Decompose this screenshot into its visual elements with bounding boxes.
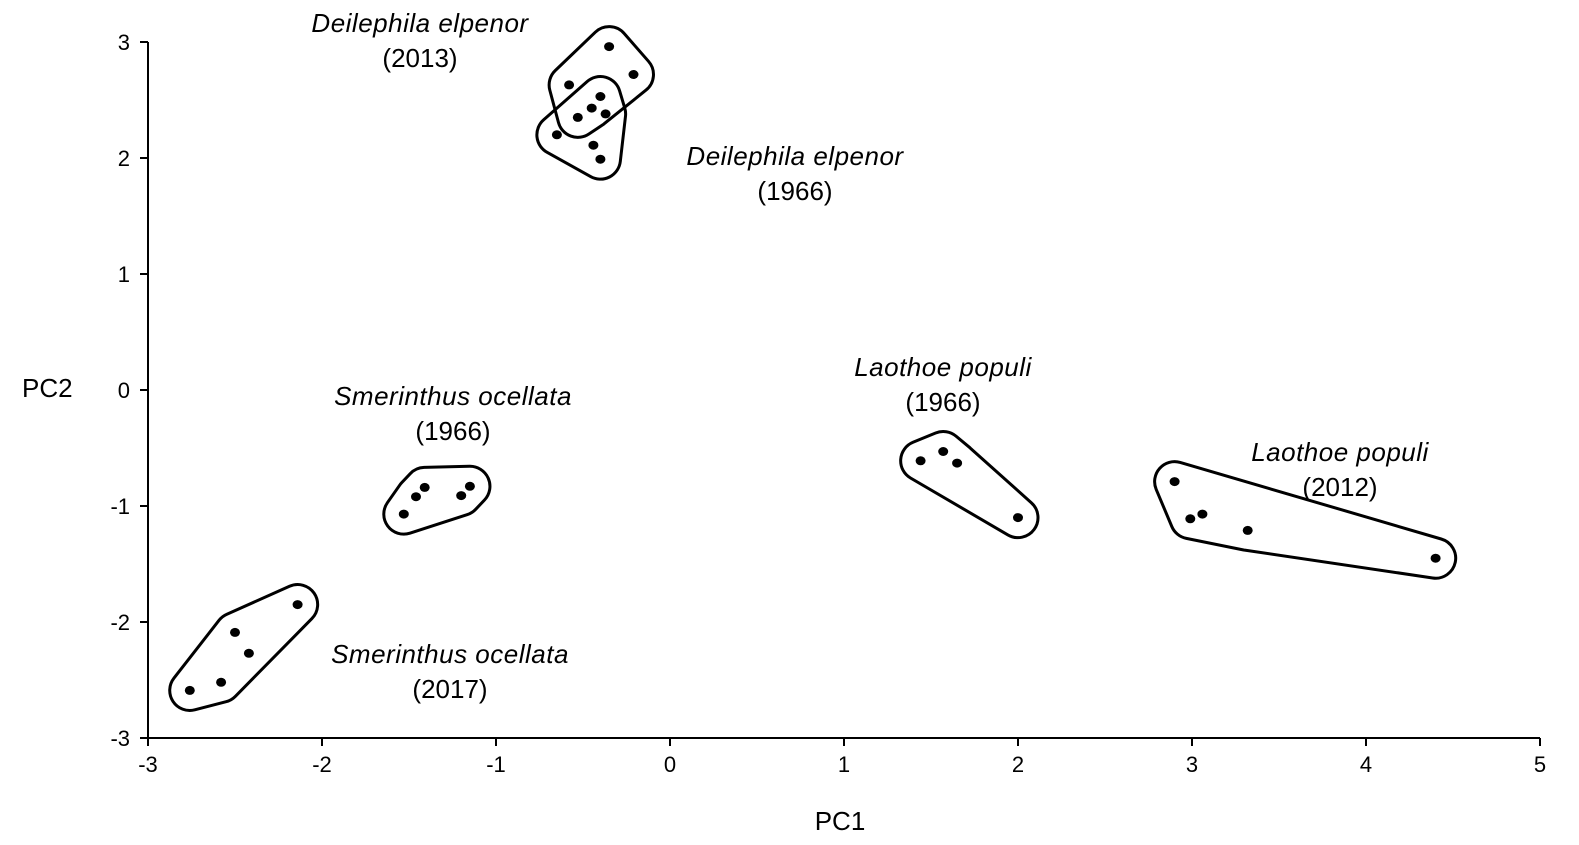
group-species-label: Smerinthus ocellata [331,639,569,669]
data-point [952,458,963,468]
group-hulls [168,25,1458,712]
x-tick-label: 5 [1534,752,1546,777]
x-tick-label: 4 [1360,752,1372,777]
data-point [292,600,303,610]
data-point [216,677,227,687]
data-point [1197,509,1208,519]
data-point [1169,477,1180,487]
group-year-label: (1966) [905,387,980,417]
group-year-label: (2013) [382,43,457,73]
group-species-label: Deilephila elpenor [311,8,529,38]
data-point [1242,525,1253,535]
group-labels: Deilephila elpenor (2013) Deilephila elpen… [311,8,1429,704]
data-point [572,112,583,122]
y-tick-label: 0 [118,378,130,403]
y-tick-label: 2 [118,146,130,171]
data-point [604,42,615,52]
group-hull [1153,460,1458,580]
data-point [243,648,254,658]
group-year-label: (1966) [415,416,490,446]
y-tick-label: -2 [110,610,130,635]
y-tick-label: 1 [118,262,130,287]
y-tick-label: 3 [118,30,130,55]
y-tick-label: -3 [110,726,130,751]
data-point [595,92,606,101]
group-species-label: Laothoe populi [854,352,1032,382]
x-tick-label: 2 [1012,752,1024,777]
data-point [230,627,240,637]
group-hull [535,75,628,181]
x-tick-label: 1 [838,752,850,777]
data-point [551,130,562,140]
data-point [184,685,195,695]
data-points [184,42,1441,695]
data-point [595,154,606,164]
x-axis-title: PC1 [815,806,866,836]
data-point [464,481,475,491]
x-tick-label: -2 [312,752,332,777]
x-tick-label: -1 [486,752,506,777]
data-point [1013,513,1023,523]
group-hull [547,25,655,139]
data-point [1430,553,1441,563]
data-point [456,491,467,501]
group-year-label: (2017) [412,674,487,704]
data-point [915,456,926,466]
x-tick-label: -3 [138,752,158,777]
data-point [600,109,611,119]
axes: -3 -2 -1 0 1 2 3 4 5 -3 -2 -1 0 1 2 3 [110,30,1546,777]
group-hull [168,583,320,712]
data-point [398,509,409,519]
y-tick-label: -1 [110,494,130,519]
data-point [586,103,597,113]
group-species-label: Smerinthus ocellata [334,381,572,411]
group-hull [382,464,492,536]
data-point [419,482,430,492]
data-point [938,447,949,456]
x-tick-label: 0 [664,752,676,777]
group-hull [899,430,1040,540]
group-year-label: (2012) [1302,472,1377,502]
group-year-label: (1966) [757,176,832,206]
data-point [588,140,599,150]
data-point [411,492,421,502]
data-point [564,80,575,90]
y-axis-title: PC2 [22,373,73,403]
x-tick-label: 3 [1186,752,1198,777]
data-point [628,70,639,79]
group-species-label: Deilephila elpenor [686,141,904,171]
data-point [1185,514,1196,524]
group-species-label: Laothoe populi [1251,437,1429,467]
